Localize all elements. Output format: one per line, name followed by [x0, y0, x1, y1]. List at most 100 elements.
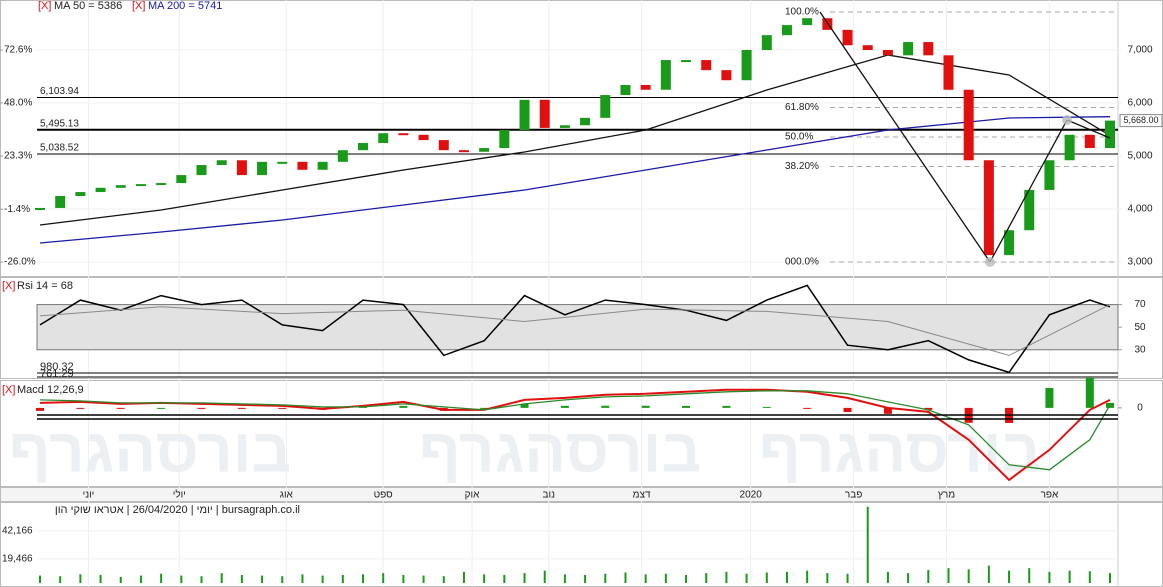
candle: [681, 60, 692, 63]
volume-bar: [483, 574, 486, 583]
fib-label: 61.80%: [785, 102, 819, 113]
volume-bar: [220, 573, 223, 583]
volume-bar: [523, 573, 526, 583]
volume-bar: [59, 576, 62, 583]
candle: [95, 187, 106, 193]
volume-bar: [200, 576, 203, 583]
candle: [317, 161, 328, 170]
histogram-bar: [480, 407, 489, 409]
volume-bar: [806, 570, 809, 583]
rsi-band: [36, 304, 1119, 351]
candle: [983, 160, 994, 256]
candle: [1024, 189, 1035, 231]
candle: [963, 89, 974, 161]
volume-bar: [604, 573, 607, 583]
candle: [1105, 120, 1115, 149]
y2-tick-label: 72.6%: [4, 45, 32, 56]
volume-bar: [261, 575, 264, 583]
volume-bar: [1048, 571, 1051, 583]
panel-title: Macd 12,26,9: [17, 384, 84, 396]
candle: [236, 160, 247, 176]
volume-bar: [705, 573, 708, 583]
volume-bar: [765, 572, 768, 583]
volume-bar: [362, 574, 365, 583]
candle: [458, 150, 469, 153]
volume-bar: [846, 573, 849, 583]
volume-bar: [664, 573, 667, 583]
watermark: בורסהגרף: [759, 416, 1041, 485]
histogram-bar: [157, 407, 166, 409]
candle: [35, 207, 45, 210]
candle: [438, 140, 449, 151]
volume-bar: [1109, 573, 1111, 583]
volume-bar: [1008, 570, 1011, 583]
candle: [903, 42, 914, 56]
y-tick-label: 19,466: [2, 554, 33, 565]
candle: [539, 99, 550, 128]
volume-bar: [79, 574, 82, 583]
panel-title: Rsi 14 = 68: [17, 280, 73, 292]
candle: [75, 192, 86, 197]
watermark: בורסהגרף: [9, 416, 291, 485]
watermark: בורסהגרף: [419, 416, 701, 485]
volume-bar: [987, 565, 990, 583]
candle: [418, 134, 429, 141]
volume-bar: [1028, 568, 1031, 583]
remove-marker[interactable]: [X]: [38, 0, 51, 12]
candle: [721, 70, 732, 81]
volume-bar: [503, 574, 506, 583]
x-tick-label: נוב: [543, 490, 556, 501]
y-tick-label: 42,166: [2, 525, 33, 536]
volume-bar: [301, 574, 304, 583]
candle: [156, 183, 167, 186]
y2-tick-label: -26.0%: [4, 257, 36, 268]
candle: [358, 143, 369, 151]
candle: [398, 133, 409, 136]
volume-bar: [240, 574, 243, 583]
candle: [600, 95, 611, 118]
candle: [297, 161, 308, 170]
pivot: [1062, 115, 1072, 125]
histogram-bar: [116, 407, 125, 409]
x-tick-label: אוק: [465, 490, 480, 501]
candle: [135, 184, 146, 187]
histogram-bar: [883, 407, 892, 414]
candle: [761, 35, 772, 50]
remove-marker[interactable]: [X]: [132, 0, 145, 12]
histogram-bar: [803, 407, 812, 409]
y2-tick-label: 48.0%: [4, 98, 32, 109]
volume-bar: [180, 575, 183, 583]
candle: [257, 161, 268, 176]
y2-tick-label: 23.3%: [4, 151, 32, 162]
candle: [559, 125, 570, 128]
remove-marker[interactable]: [X]: [2, 384, 15, 396]
level-label: 5,495.13: [40, 118, 79, 129]
candle: [701, 60, 712, 71]
candle: [1044, 160, 1055, 190]
candle: [479, 148, 490, 152]
series-line: [39, 284, 1111, 374]
source-text: יומי | 26/04/2020 | אטראו שוקי הון | bur…: [55, 504, 300, 516]
volume-bar: [402, 574, 405, 583]
histogram-bar: [682, 405, 691, 408]
fib-label: 50.0%: [785, 132, 813, 143]
y-tick-label: 3,000: [1127, 257, 1152, 268]
series-line: [39, 390, 1111, 471]
x-tick-label: יוני: [83, 490, 95, 501]
level-label: 5,038.52: [40, 143, 79, 154]
candle: [882, 50, 893, 56]
remove-marker[interactable]: [X]: [2, 280, 15, 292]
histogram-bar: [237, 407, 246, 409]
volume-bar: [826, 573, 829, 583]
y-tick-label: 50: [1134, 322, 1146, 333]
x-tick-label: אוג: [280, 490, 294, 501]
level-label: 6,103.94: [40, 86, 79, 97]
candle: [519, 99, 530, 131]
volume-bar: [281, 576, 284, 583]
y-tick-label: 30: [1134, 344, 1146, 355]
candle: [802, 18, 813, 26]
volume-bar: [462, 571, 465, 583]
x-tick-label: 2020: [740, 490, 763, 501]
x-tick-label: פבר: [845, 490, 862, 501]
